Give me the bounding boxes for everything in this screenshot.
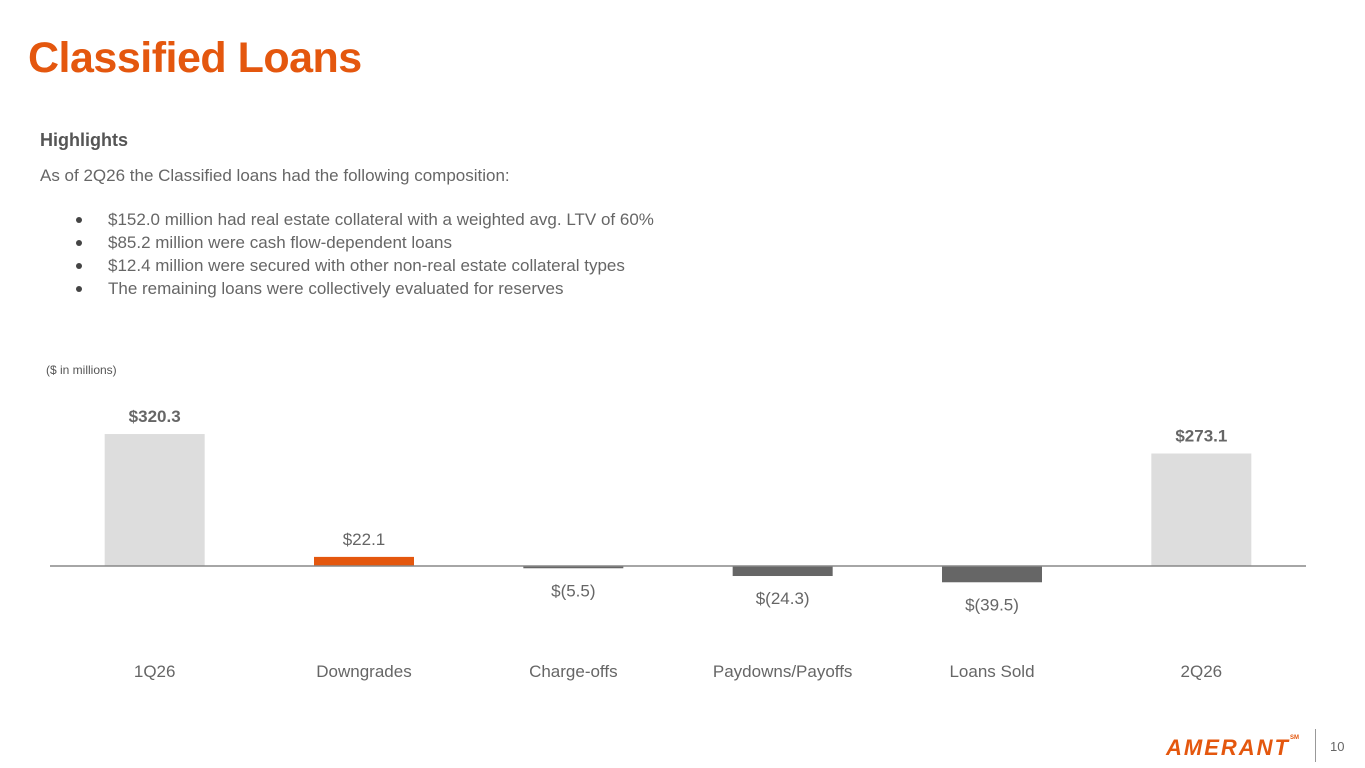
data-label-1: $22.1 bbox=[343, 530, 386, 549]
highlight-bullet-remaining: The remaining loans were collectively ev… bbox=[74, 277, 654, 300]
amerant-logo: AMERANTSM bbox=[1166, 735, 1299, 761]
category-label-1: Downgrades bbox=[316, 662, 411, 681]
bar-0 bbox=[104, 434, 205, 566]
page-title: Classified Loans bbox=[28, 34, 362, 82]
category-label-0: 1Q26 bbox=[134, 662, 176, 681]
data-label-4: $(39.5) bbox=[965, 595, 1019, 614]
data-label-2: $(5.5) bbox=[551, 581, 595, 600]
bar-2 bbox=[523, 566, 624, 569]
category-label-4: Loans Sold bbox=[949, 662, 1034, 681]
logo-text: AMERANT bbox=[1166, 735, 1290, 760]
footer-divider bbox=[1315, 729, 1316, 762]
data-label-5: $273.1 bbox=[1175, 426, 1227, 445]
highlights-intro: As of 2Q26 the Classified loans had the … bbox=[40, 166, 510, 185]
category-label-2: Charge-offs bbox=[529, 662, 618, 681]
highlights-heading: Highlights bbox=[40, 130, 128, 150]
bar-5 bbox=[1151, 453, 1252, 566]
category-label-3: Paydowns/Payoffs bbox=[713, 662, 853, 681]
highlight-bullet-other-collateral: $12.4 million were secured with other no… bbox=[74, 254, 654, 277]
highlight-bullet-real-estate: $152.0 million had real estate collatera… bbox=[74, 208, 654, 231]
data-label-3: $(24.3) bbox=[756, 589, 810, 608]
highlights-list: $152.0 million had real estate collatera… bbox=[74, 208, 654, 300]
category-label-5: 2Q26 bbox=[1181, 662, 1223, 681]
data-label-0: $320.3 bbox=[129, 407, 181, 426]
highlight-bullet-cash-flow: $85.2 million were cash flow-dependent l… bbox=[74, 231, 654, 254]
bar-4 bbox=[942, 566, 1042, 583]
bar-3 bbox=[732, 566, 833, 577]
bar-1 bbox=[314, 556, 414, 566]
logo-trademark: SM bbox=[1290, 735, 1299, 741]
page-number: 10 bbox=[1330, 739, 1345, 754]
units-note: ($ in millions) bbox=[46, 363, 117, 377]
